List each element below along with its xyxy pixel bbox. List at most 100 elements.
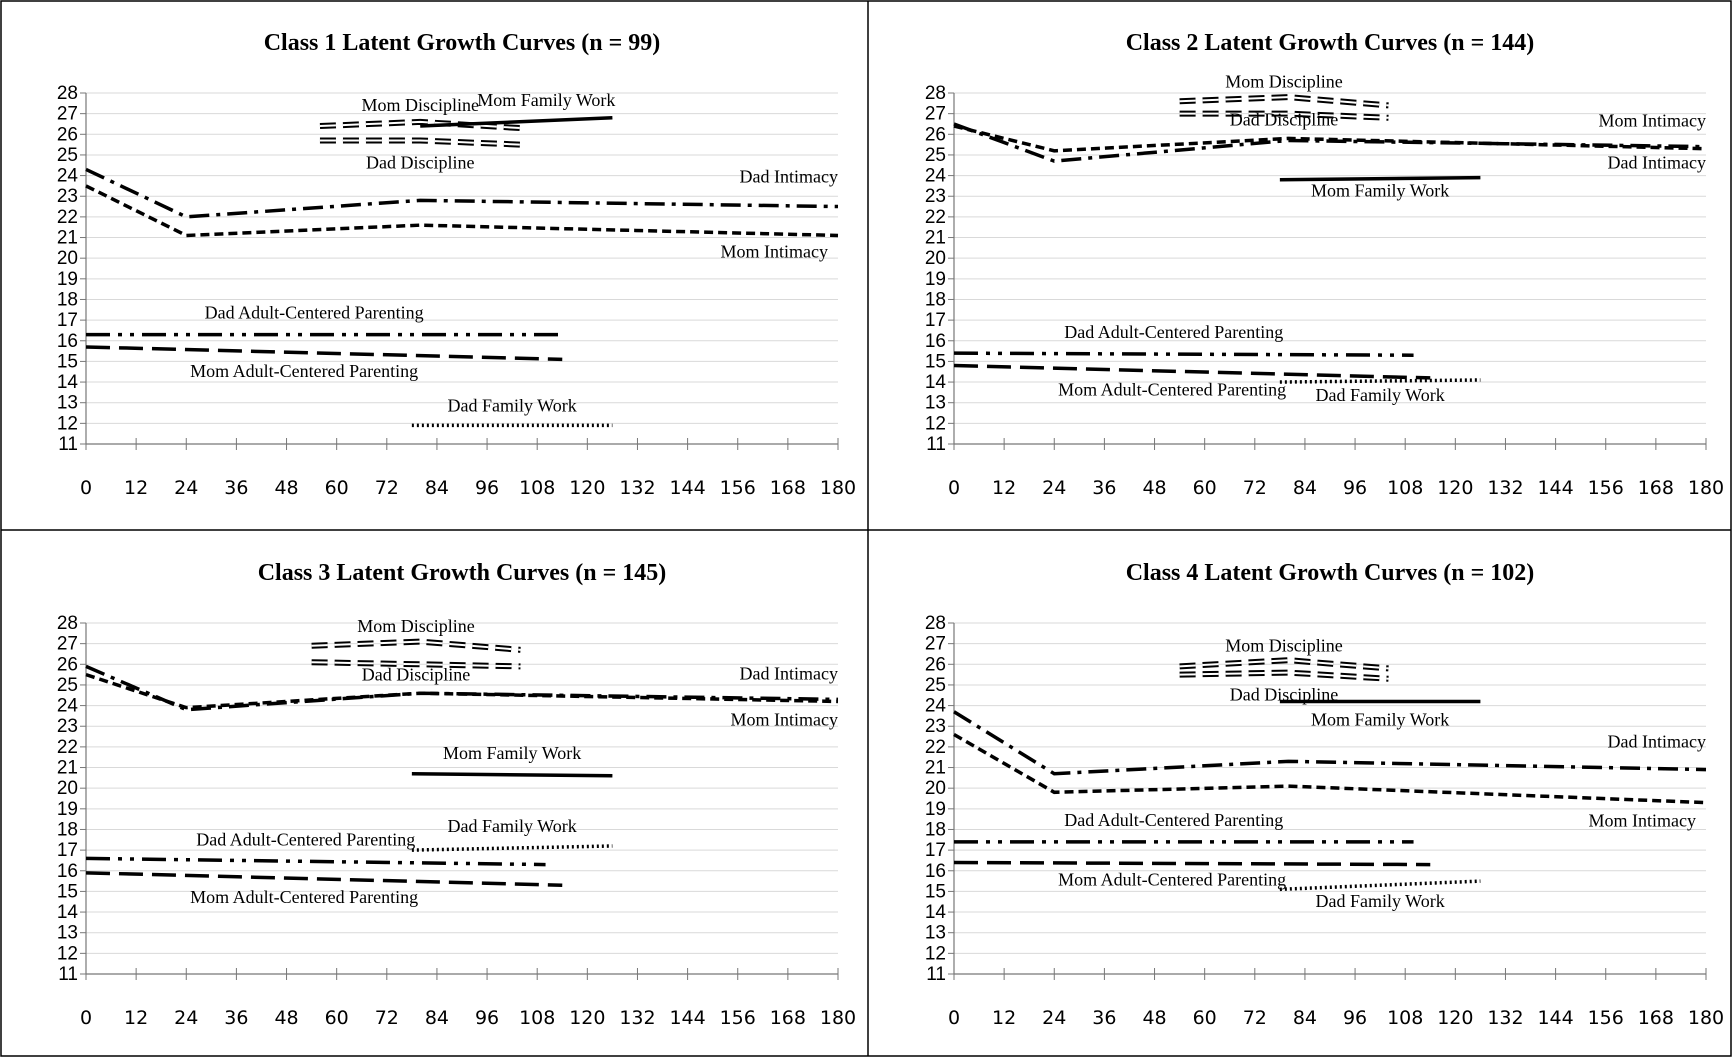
series-line-inner <box>1179 659 1389 670</box>
y-tick-label: 16 <box>57 331 78 352</box>
y-tick-label: 22 <box>57 737 78 758</box>
x-tick-label: 120 <box>569 477 605 499</box>
series-label: Dad Discipline <box>1230 110 1338 130</box>
series-line <box>85 871 563 887</box>
series-label: Mom Adult-Centered Parenting <box>190 361 418 381</box>
y-tick-label: 23 <box>925 186 946 207</box>
x-tick-label: 0 <box>948 1007 960 1029</box>
y-tick-label: 19 <box>925 269 946 290</box>
y-tick-label: 24 <box>925 166 947 187</box>
series-line-inner <box>311 640 521 651</box>
series-line-inner <box>1179 671 1389 680</box>
series-label: Mom Adult-Centered Parenting <box>1058 870 1286 890</box>
series-label: Mom Adult-Centered Parenting <box>1058 380 1286 400</box>
x-tick-label: 108 <box>1387 1007 1423 1029</box>
y-tick-label: 13 <box>57 393 78 414</box>
y-tick-label: 21 <box>925 758 946 779</box>
x-tick-label: 180 <box>1688 1007 1724 1029</box>
y-tick-label: 20 <box>925 248 946 269</box>
y-tick-label: 11 <box>58 964 78 985</box>
series-label: Mom Family Work <box>443 743 581 763</box>
y-tick-label: 19 <box>57 799 78 820</box>
y-tick-label: 25 <box>57 675 78 696</box>
y-tick-label: 13 <box>57 923 78 944</box>
series-line <box>411 771 613 778</box>
series-label: Dad Adult-Centered Parenting <box>205 303 424 323</box>
series-line <box>85 672 839 710</box>
y-tick-label: 20 <box>57 248 78 269</box>
series-label: Mom Family Work <box>477 90 615 110</box>
y-tick-label: 22 <box>57 207 78 228</box>
series-line-inner <box>311 661 521 668</box>
x-tick-label: 96 <box>475 477 499 499</box>
series-line-inner <box>1179 96 1389 107</box>
y-tick-label: 15 <box>925 881 946 902</box>
x-tick-label: 168 <box>1638 477 1674 499</box>
series-label: Dad Family Work <box>448 816 577 836</box>
x-tick-label: 36 <box>224 477 248 499</box>
y-tick-label: 26 <box>57 654 78 675</box>
series-label: Dad Adult-Centered Parenting <box>1064 322 1283 342</box>
y-tick-label: 24 <box>57 696 79 717</box>
x-tick-label: 156 <box>720 477 756 499</box>
series-line <box>953 351 1414 357</box>
y-tick-label: 18 <box>57 289 78 310</box>
y-tick-label: 13 <box>925 393 946 414</box>
x-tick-label: 144 <box>1537 1007 1573 1029</box>
x-tick-label: 168 <box>770 1007 806 1029</box>
series-label: Dad Intimacy <box>740 167 838 187</box>
y-tick-label: 23 <box>57 186 78 207</box>
y-tick-label: 15 <box>925 351 946 372</box>
series-line <box>85 345 563 362</box>
y-tick-label: 13 <box>925 923 946 944</box>
x-tick-label: 108 <box>519 1007 555 1029</box>
x-tick-label: 72 <box>1243 1007 1267 1029</box>
series-label: Mom Intimacy <box>1599 111 1706 131</box>
x-tick-label: 48 <box>1142 1007 1166 1029</box>
series-line <box>1279 175 1481 182</box>
series-line <box>1279 378 1481 384</box>
series-line-inner <box>319 139 521 146</box>
y-tick-label: 21 <box>57 758 78 779</box>
x-tick-label: 12 <box>124 1007 148 1029</box>
y-tick-label: 16 <box>925 331 946 352</box>
x-tick-label: 48 <box>274 477 298 499</box>
x-tick-label: 0 <box>948 477 960 499</box>
y-tick-label: 19 <box>57 269 78 290</box>
series-label: Mom Discipline <box>357 616 475 636</box>
x-tick-label: 24 <box>1042 1007 1066 1029</box>
series-line <box>85 184 839 238</box>
y-tick-label: 18 <box>925 289 946 310</box>
y-tick-label: 25 <box>925 145 946 166</box>
y-tick-label: 28 <box>57 83 78 104</box>
y-tick-label: 23 <box>57 716 78 737</box>
y-tick-label: 28 <box>57 613 78 634</box>
y-tick-label: 26 <box>57 124 78 145</box>
series-line-inner <box>1179 112 1389 119</box>
series-line <box>411 844 613 852</box>
x-tick-label: 72 <box>1243 477 1267 499</box>
y-tick-label: 25 <box>57 145 78 166</box>
series-label: Dad Intimacy <box>740 663 838 683</box>
x-tick-label: 48 <box>1142 477 1166 499</box>
series-line <box>420 116 613 128</box>
x-tick-label: 96 <box>1343 1007 1367 1029</box>
y-tick-label: 28 <box>925 83 946 104</box>
x-tick-label: 156 <box>1588 1007 1624 1029</box>
series-label: Mom Discipline <box>361 95 479 115</box>
x-tick-label: 132 <box>619 477 655 499</box>
series-label: Dad Discipline <box>362 664 470 684</box>
x-tick-label: 36 <box>1092 477 1116 499</box>
y-tick-label: 11 <box>926 964 946 985</box>
series-line <box>85 856 546 867</box>
series-line <box>953 732 1707 805</box>
y-tick-label: 17 <box>57 310 78 331</box>
chart-title: Class 3 Latent Growth Curves (n = 145) <box>258 560 667 586</box>
series-line <box>953 363 1431 380</box>
x-tick-label: 12 <box>992 1007 1016 1029</box>
x-tick-label: 0 <box>80 1007 92 1029</box>
x-tick-label: 144 <box>1537 477 1573 499</box>
series-label: Dad Adult-Centered Parenting <box>196 829 415 849</box>
y-tick-label: 14 <box>925 372 947 393</box>
